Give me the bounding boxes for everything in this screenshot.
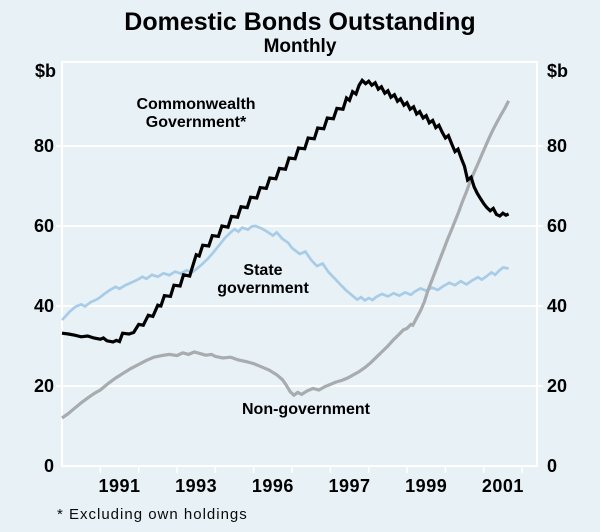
y-axis-unit-right: $b xyxy=(547,61,569,81)
non-government-line xyxy=(61,100,511,420)
non-government-label: Non-government xyxy=(242,401,370,419)
commonwealth-government-line xyxy=(61,77,510,344)
commonwealth-label-line1: Commonwealth xyxy=(136,96,256,113)
x-axis-label-1993: 1993 xyxy=(175,476,218,496)
state-government-label: State government xyxy=(217,262,309,298)
y-axis-label-left-20: 20 xyxy=(33,376,54,396)
x-axis-label-1996: 1996 xyxy=(251,476,294,496)
x-axis-label-2001: 2001 xyxy=(481,476,524,496)
y-axis-label-left-40: 40 xyxy=(33,296,54,316)
x-axis-label-1991: 1991 xyxy=(98,476,141,496)
y-axis-label-left-80: 80 xyxy=(33,136,54,156)
x-axis-label-1997: 1997 xyxy=(328,476,371,496)
commonwealth-label-line2: Government* xyxy=(145,114,247,131)
commonwealth-government-label: Commonwealth Government* xyxy=(136,96,255,132)
y-axis-label-left-60: 60 xyxy=(33,216,54,236)
state-government-line xyxy=(61,224,509,321)
chart-footnote: * Excluding own holdings xyxy=(57,506,248,523)
y-axis-label-left-0: 0 xyxy=(43,456,54,476)
state-label-line1: State xyxy=(243,262,283,279)
state-label-line2: government xyxy=(217,280,309,297)
y-axis-label-right-40: 40 xyxy=(547,296,568,316)
non-government-label-line1: Non-government xyxy=(242,401,370,418)
y-axis-label-right-80: 80 xyxy=(547,136,568,156)
x-axis-label-1999: 1999 xyxy=(405,476,448,496)
y-axis-label-right-20: 20 xyxy=(547,376,568,396)
y-axis-label-right-0: 0 xyxy=(547,456,558,476)
y-axis-label-right-60: 60 xyxy=(547,216,568,236)
y-axis-unit-left: $b xyxy=(34,61,56,81)
chart-subtitle: Monthly xyxy=(263,36,337,57)
chart-title: Domestic Bonds Outstanding xyxy=(124,8,476,36)
plot-frame xyxy=(61,61,538,467)
